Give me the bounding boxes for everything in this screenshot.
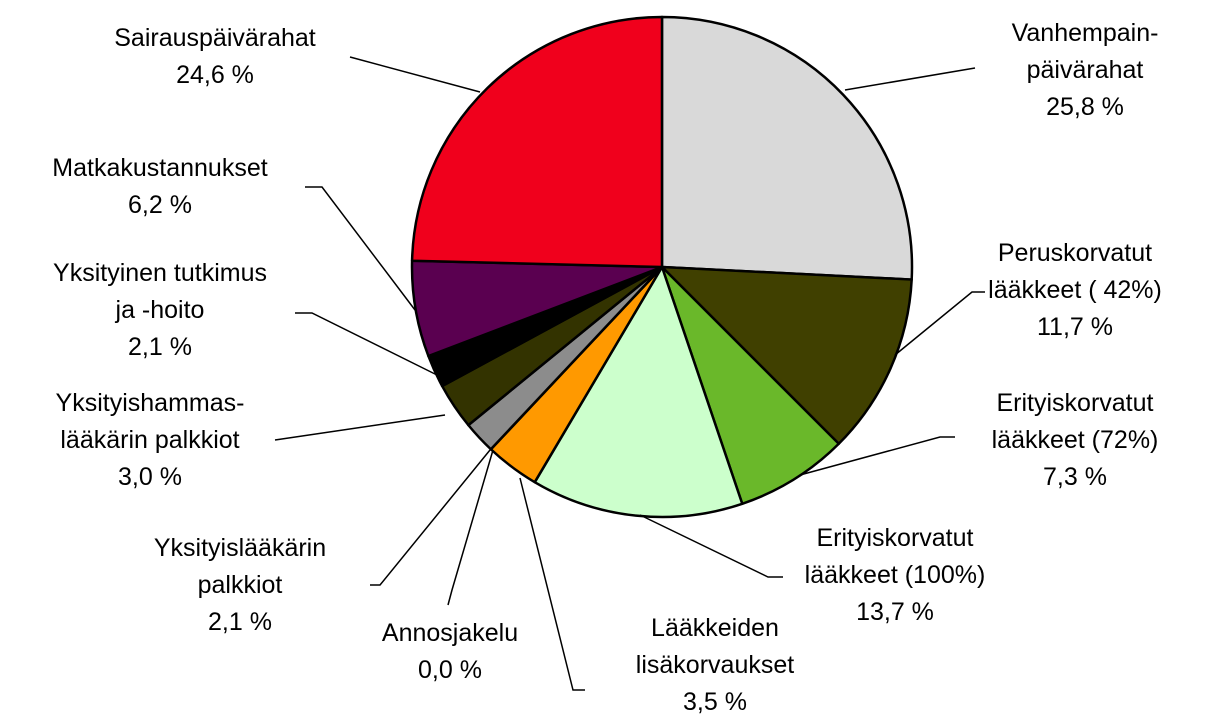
value-label: 3,0 % [118, 463, 182, 491]
leader-line [370, 449, 491, 586]
value-label: 24,6 % [176, 61, 254, 89]
category-name: Lääkkeiden lisäkorvaukset [635, 614, 795, 679]
value-label: 0,0 % [418, 656, 482, 684]
pie-slice [533, 265, 744, 519]
slice-label: Peruskorvatut lääkkeet ( 42%) 11,7 % [988, 235, 1162, 346]
slice-label: Erityiskorvatut lääkkeet (72%) 7,3 % [992, 385, 1159, 496]
slice-label: Erityiskorvatut lääkkeet (100%) 13,7 % [805, 520, 986, 631]
category-name: Vanhempain- päivärahat [1011, 19, 1159, 84]
slice-label: Yksityislääkärin palkkiot 2,1 % [154, 530, 326, 641]
value-label: 3,5 % [683, 688, 747, 716]
value-label: 25,8 % [1046, 93, 1124, 121]
leader-line [799, 436, 955, 476]
leader-line [274, 414, 446, 441]
category-name: Yksityinen tutkimus ja -hoito [53, 259, 267, 324]
category-name: Peruskorvatut lääkkeet ( 42%) [988, 239, 1162, 304]
value-label: 2,1 % [128, 333, 192, 361]
leader-line [519, 477, 585, 691]
category-name: Erityiskorvatut lääkkeet (100%) [804, 524, 986, 589]
category-name: Yksityishammas- lääkärin palkkiot [55, 389, 245, 454]
category-name: Yksityislääkärin palkkiot [153, 534, 327, 599]
slice-label: Yksityinen tutkimus ja -hoito 2,1 % [53, 255, 267, 366]
leader-line [447, 449, 494, 606]
pie-slice [660, 265, 913, 446]
slice-label: Annosjakelu 0,0 % [382, 615, 518, 689]
pie-slice [660, 15, 914, 281]
slice-label: Vanhempain- päivärahat 25,8 % [1012, 15, 1159, 126]
slice-label: Lääkkeiden lisäkorvaukset 3,5 % [636, 610, 794, 721]
slice-label: Matkakustannukset 6,2 % [52, 150, 267, 224]
pie-slice [410, 15, 664, 269]
leader-line [295, 312, 438, 376]
category-name: Sairauspäivärahat [114, 24, 316, 52]
value-label: 6,2 % [128, 191, 192, 219]
leader-line [844, 67, 976, 91]
category-name: Erityiskorvatut lääkkeet (72%) [991, 389, 1159, 454]
leader-line [305, 186, 416, 311]
slice-label: Yksityishammas- lääkärin palkkiot 3,0 % [56, 385, 245, 496]
leader-line [639, 514, 783, 578]
category-name: Annosjakelu [381, 619, 519, 647]
slice-label: Sairauspäivärahat 24,6 % [114, 20, 316, 94]
value-label: 2,1 % [208, 608, 272, 636]
pie-slice [660, 265, 841, 506]
leader-line [894, 291, 985, 356]
category-name: Matkakustannukset [52, 154, 268, 182]
value-label: 11,7 % [1037, 313, 1113, 341]
leader-line [349, 56, 481, 93]
value-label: 7,3 % [1043, 463, 1107, 491]
value-label: 13,7 % [856, 598, 934, 626]
